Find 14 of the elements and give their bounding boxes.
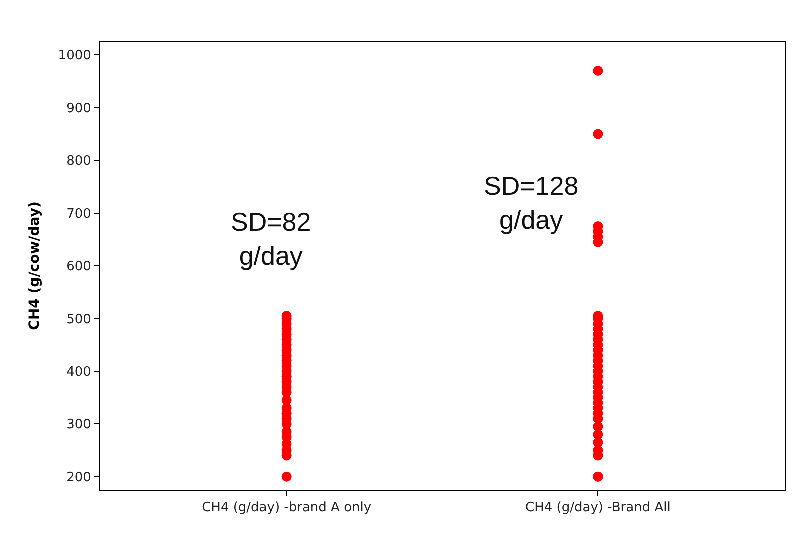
y-tick-label: 900 [66,101,92,116]
x-tick-label: CH4 (g/day) -Brand All [526,500,671,516]
annotation: SD=128 g/day [484,171,579,235]
annotation: SD=82 g/day [231,207,312,271]
y-tick-label: 500 [66,312,92,328]
x-tick-label: CH4 (g/day) -brand A only [202,500,372,516]
y-tick-label: 800 [66,154,92,170]
y-axis-title: CH4 (g/cow/day) [26,202,43,330]
y-tick-label: 200 [66,470,92,486]
y-tick-label: 300 [66,418,92,433]
y-tick-label: 700 [66,206,92,222]
y-tick-label: 400 [66,364,92,380]
y-tick-label: 1000 [58,48,92,64]
y-tick-label: 600 [66,260,92,275]
